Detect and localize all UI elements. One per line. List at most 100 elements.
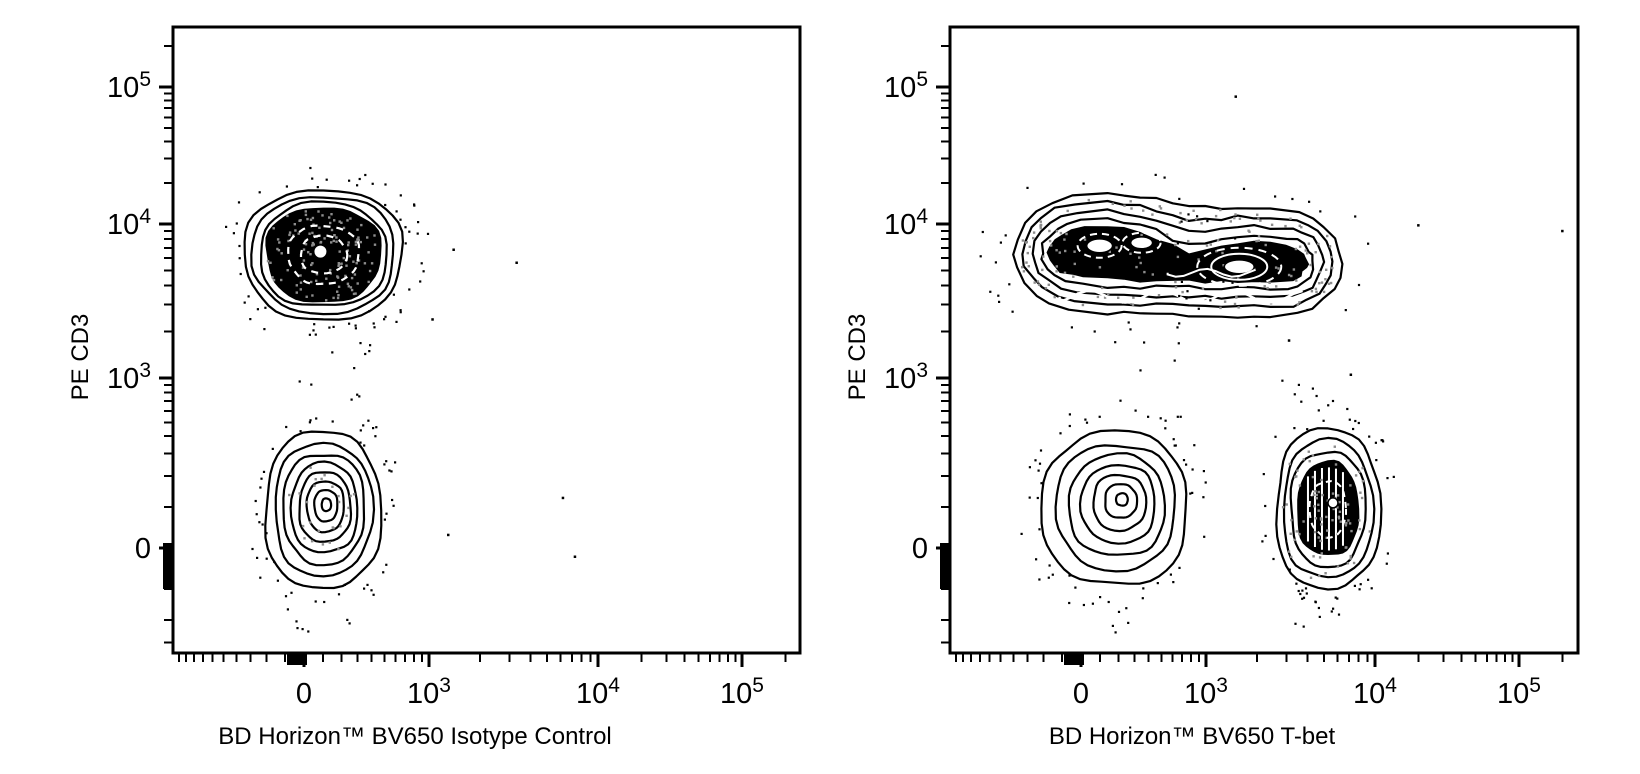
scatter-dot — [1300, 400, 1303, 403]
scatter-dot — [1301, 589, 1304, 592]
speckle — [1174, 286, 1178, 289]
scatter-dot — [1051, 573, 1054, 576]
speckle — [1300, 226, 1303, 229]
contour-ring — [1282, 436, 1376, 579]
speckle — [1194, 218, 1198, 221]
scatter-dot — [1315, 394, 1318, 398]
speckle — [299, 274, 302, 277]
speckle — [1123, 204, 1126, 207]
scatter-dot — [994, 261, 997, 264]
speckle — [323, 237, 326, 240]
scatter-dot — [1242, 187, 1246, 190]
scatter-dot — [1222, 280, 1225, 283]
speckle — [311, 241, 315, 245]
scatter-dot — [426, 232, 430, 235]
speckle — [1295, 530, 1298, 533]
speckle — [311, 231, 314, 235]
contour-ring — [289, 460, 359, 554]
scatter-dot — [1170, 266, 1173, 269]
speckle — [1307, 450, 1310, 453]
speckle — [1294, 247, 1298, 251]
speckle — [1345, 521, 1348, 525]
scatter-dot — [284, 595, 288, 598]
scatter-dot — [290, 591, 293, 594]
speckle — [1348, 522, 1352, 525]
scatter-dot — [1385, 562, 1388, 565]
speckle — [1050, 244, 1053, 247]
speckle — [1326, 529, 1329, 532]
speckle — [1032, 231, 1036, 234]
scatter-dot — [1264, 534, 1267, 537]
outlier-dot — [452, 248, 455, 251]
x-zero-tick-cluster — [287, 654, 307, 665]
speckle — [1117, 296, 1120, 299]
scatter-dot — [1185, 463, 1188, 466]
speckle — [1333, 445, 1336, 448]
speckle — [347, 241, 350, 244]
speckle — [1315, 493, 1318, 497]
scatter-dot — [298, 380, 301, 383]
speckle — [1277, 267, 1280, 270]
scatter-dot — [383, 318, 386, 321]
scatter-dot — [1336, 597, 1339, 600]
scatter-dot — [311, 177, 314, 180]
speckle — [1139, 261, 1142, 265]
speckle — [1330, 255, 1333, 259]
scatter-dot — [343, 583, 346, 586]
speckle — [304, 210, 307, 213]
scatter-dot — [1291, 197, 1294, 201]
scatter-dot — [1178, 566, 1181, 569]
speckle — [1288, 462, 1291, 466]
speckle — [1214, 214, 1218, 218]
inner-contour-ring — [1308, 480, 1347, 539]
speckle — [1317, 242, 1320, 246]
scatter-dot — [1129, 328, 1132, 331]
scatter-dot — [262, 470, 266, 473]
scatter-dot — [372, 322, 375, 325]
speckle — [336, 275, 339, 278]
speckle — [335, 240, 338, 243]
scatter-dot — [1125, 607, 1128, 610]
scatter-dot — [1231, 281, 1234, 284]
speckle — [1266, 286, 1269, 290]
speckle — [1312, 555, 1315, 558]
scatter-dot — [1028, 496, 1031, 499]
speckle — [1345, 546, 1348, 549]
speckle — [304, 243, 308, 246]
population-open — [1020, 409, 1207, 613]
speckle — [1111, 202, 1114, 205]
scatter-dot — [354, 324, 357, 327]
population-band — [979, 173, 1370, 333]
scatter-dot — [399, 194, 402, 197]
scatter-dot — [1203, 535, 1206, 538]
speckle — [1287, 273, 1291, 277]
scatter-dot — [1107, 600, 1110, 604]
outlier-dot — [561, 496, 565, 500]
scatter-dot — [375, 426, 378, 429]
speckle — [1215, 250, 1218, 253]
speckle — [318, 226, 321, 229]
speckle — [355, 262, 358, 265]
speckle — [356, 282, 359, 285]
scatter-dot — [1085, 421, 1089, 424]
scatter-dot — [384, 183, 387, 186]
speckle — [330, 213, 333, 216]
speckle — [1181, 290, 1184, 294]
population-dense — [225, 166, 430, 336]
speckle — [1200, 222, 1203, 225]
scatter-dot — [1317, 409, 1320, 412]
speckle — [325, 299, 328, 302]
speckle — [356, 238, 359, 241]
scatter-dot — [1177, 342, 1180, 345]
scatter-dot — [420, 262, 423, 265]
scatter-dot — [1288, 568, 1291, 571]
speckle — [1334, 463, 1338, 466]
scatter-dot — [1111, 624, 1114, 627]
speckle — [310, 540, 314, 543]
speckle — [1360, 496, 1364, 500]
y-zero-tick-cluster — [163, 543, 173, 589]
scatter-dot — [331, 420, 334, 423]
scatter-dot — [1293, 393, 1296, 396]
scatter-dot — [1274, 435, 1277, 438]
scatter-dot — [1176, 326, 1179, 329]
